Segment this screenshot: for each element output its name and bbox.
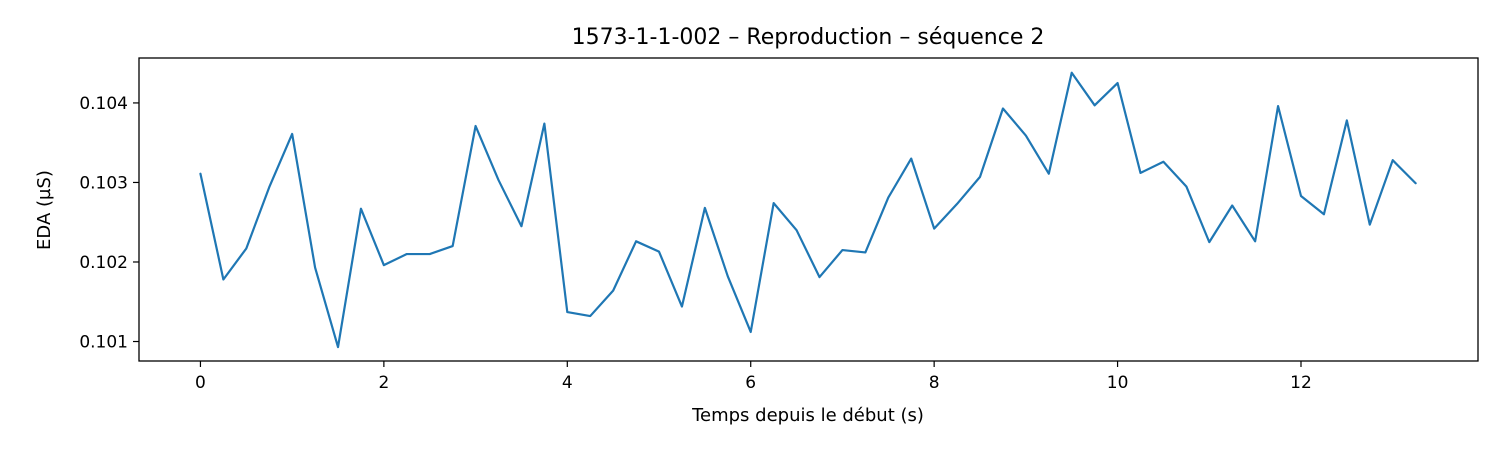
x-tick-label: 6 xyxy=(745,373,756,393)
x-axis-ticks: 0 2 4 6 8 10 12 xyxy=(195,361,1312,393)
series-line-eda xyxy=(199,71,1417,349)
x-axis-label: Temps depuis le début (s) xyxy=(691,405,924,426)
y-tick-label: 0.102 xyxy=(79,253,128,273)
y-tick-label: 0.104 xyxy=(79,94,128,114)
x-tick-label: 0 xyxy=(195,373,206,393)
x-tick-label: 4 xyxy=(562,373,573,393)
plot-area xyxy=(199,71,1417,349)
plot-frame xyxy=(138,57,1479,362)
x-tick-label: 12 xyxy=(1290,373,1312,393)
y-axis-ticks: 0.101 0.102 0.103 0.104 xyxy=(79,94,139,353)
x-tick-label: 10 xyxy=(1107,373,1129,393)
x-tick-label: 8 xyxy=(929,373,940,393)
y-axis-label: EDA (µS) xyxy=(34,170,55,250)
y-tick-label: 0.103 xyxy=(79,173,128,193)
y-tick-label: 0.101 xyxy=(79,333,128,353)
chart-title: 1573-1-1-002 – Reproduction – séquence 2 xyxy=(572,25,1045,50)
x-tick-label: 2 xyxy=(378,373,389,393)
